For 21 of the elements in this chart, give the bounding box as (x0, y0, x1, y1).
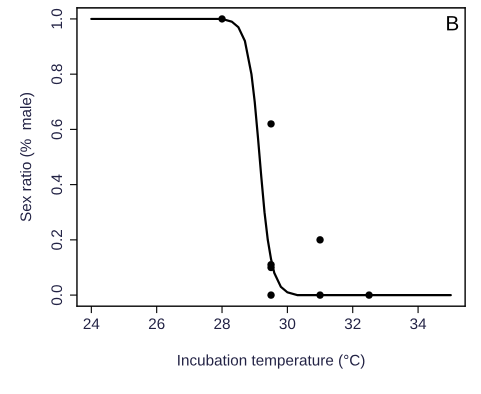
y-tick-label: 0.8 (51, 64, 62, 84)
annotation: B (447, 16, 458, 30)
point (267, 291, 275, 299)
point (218, 15, 226, 23)
y-tick-label: 1.0 (51, 8, 62, 28)
y-tick-label: 0.6 (51, 119, 62, 140)
x-axis-title: Incubation temperature (°C) (178, 354, 364, 369)
point (365, 291, 373, 299)
point (316, 236, 324, 244)
point (316, 291, 324, 299)
x-tick-label: 26 (148, 318, 165, 330)
y-tick-label: 0.4 (51, 174, 62, 195)
x-tick-label: 30 (279, 318, 296, 330)
x-tick-label: 24 (84, 318, 100, 330)
y-tick-label: 0.2 (51, 230, 62, 250)
x-tick-label: 32 (344, 318, 360, 330)
x-tick-label: 28 (214, 318, 230, 330)
y-axis-title: Sex ratio (% male) (20, 93, 34, 222)
x-tick-label: 34 (410, 318, 426, 330)
y-tick-label: 0.0 (51, 285, 62, 306)
point (267, 120, 275, 128)
